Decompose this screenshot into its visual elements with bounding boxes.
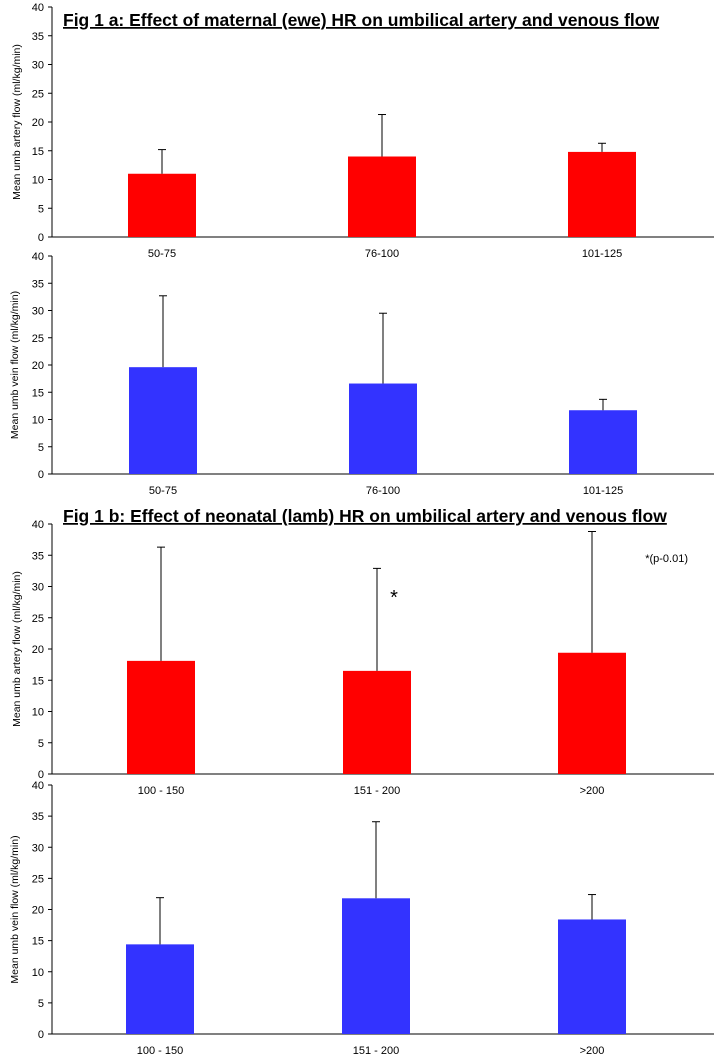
bar	[348, 156, 416, 237]
y-tick-label: 30	[32, 60, 44, 72]
figure-1b-title: Fig 1 b: Effect of neonatal (lamb) HR on…	[63, 506, 667, 526]
y-tick-label: 30	[32, 842, 44, 854]
chart-3: 0 5 10 15 20 25 30 35 40 Mean umb artery flow (ml…	[11, 519, 714, 797]
y-axis-label: Mean umb artery flow (ml/kg/min)	[11, 571, 23, 727]
charts-group: 0 5 10 15 20 25 30 35 40 Mean umb artery flow (ml…	[9, 2, 714, 1056]
bar	[343, 670, 411, 774]
y-tick-label: 0	[38, 1029, 44, 1041]
y-tick-label: 15	[32, 675, 44, 687]
y-tick-label: 15	[32, 146, 44, 158]
y-tick-label: 5	[38, 998, 44, 1010]
y-tick-label: 10	[32, 707, 44, 719]
y-tick-label: 15	[32, 936, 44, 948]
y-tick-label: 35	[32, 811, 44, 823]
y-tick-label: 25	[32, 613, 44, 625]
y-tick-label: 30	[32, 306, 44, 318]
y-tick-label: 35	[32, 31, 44, 43]
x-tick-label: 100 - 150	[137, 1045, 183, 1056]
bar	[127, 660, 195, 774]
y-tick-label: 10	[32, 415, 44, 427]
y-axis-label: Mean umb vein flow (ml/kg/min)	[9, 835, 21, 983]
y-tick-label: 20	[32, 905, 44, 917]
x-tick-label: 151 - 200	[353, 1045, 399, 1056]
x-tick-label: 151 - 200	[354, 785, 400, 797]
significance-star: *	[390, 587, 398, 609]
y-tick-label: 25	[32, 88, 44, 100]
bar	[349, 383, 417, 474]
x-tick-label: >200	[580, 1045, 605, 1056]
y-tick-label: 40	[32, 2, 44, 14]
bar	[128, 173, 196, 237]
y-tick-label: 0	[38, 232, 44, 244]
x-tick-label: >200	[580, 785, 605, 797]
bar	[129, 367, 197, 474]
y-tick-label: 5	[38, 738, 44, 750]
y-tick-label: 20	[32, 117, 44, 129]
y-tick-label: 35	[32, 550, 44, 562]
y-tick-label: 25	[32, 333, 44, 345]
x-tick-label: 50-75	[149, 485, 177, 497]
y-tick-label: 0	[38, 769, 44, 781]
bar	[558, 652, 626, 774]
y-tick-label: 40	[32, 519, 44, 531]
y-tick-label: 0	[38, 469, 44, 481]
bar	[569, 410, 637, 474]
y-axis-label: Mean umb artery flow (ml/kg/min)	[11, 44, 23, 200]
y-tick-label: 5	[38, 442, 44, 454]
figure-1a-title: Fig 1 a: Effect of maternal (ewe) HR on …	[63, 10, 659, 30]
y-tick-label: 10	[32, 967, 44, 979]
chart-2: 0 5 10 15 20 25 30 35 40 Mean umb vein flow (ml/k…	[9, 251, 714, 497]
y-tick-label: 20	[32, 644, 44, 656]
x-tick-label: 50-75	[148, 248, 176, 260]
x-tick-label: 76-100	[366, 485, 400, 497]
bar	[568, 151, 636, 237]
chart-1: 0 5 10 15 20 25 30 35 40 Mean umb artery flow (ml…	[11, 2, 714, 260]
y-axis-label: Mean umb vein flow (ml/kg/min)	[9, 291, 21, 439]
bar	[342, 898, 410, 1034]
y-tick-label: 5	[38, 203, 44, 215]
y-tick-label: 25	[32, 873, 44, 885]
y-tick-label: 35	[32, 278, 44, 290]
y-tick-label: 30	[32, 582, 44, 594]
x-tick-label: 101-125	[582, 248, 622, 260]
y-tick-label: 40	[32, 251, 44, 263]
y-tick-label: 15	[32, 387, 44, 399]
bar	[126, 944, 194, 1034]
y-tick-label: 20	[32, 360, 44, 372]
bar	[558, 919, 626, 1034]
significance-note: *(p-0.01)	[645, 553, 688, 565]
x-tick-label: 100 - 150	[138, 785, 184, 797]
chart-4: 0 5 10 15 20 25 30 35 40 Mean umb vein flow (ml/k…	[9, 780, 714, 1056]
x-tick-label: 76-100	[365, 248, 399, 260]
y-tick-label: 10	[32, 175, 44, 187]
y-tick-label: 40	[32, 780, 44, 792]
x-tick-label: 101-125	[583, 485, 623, 497]
